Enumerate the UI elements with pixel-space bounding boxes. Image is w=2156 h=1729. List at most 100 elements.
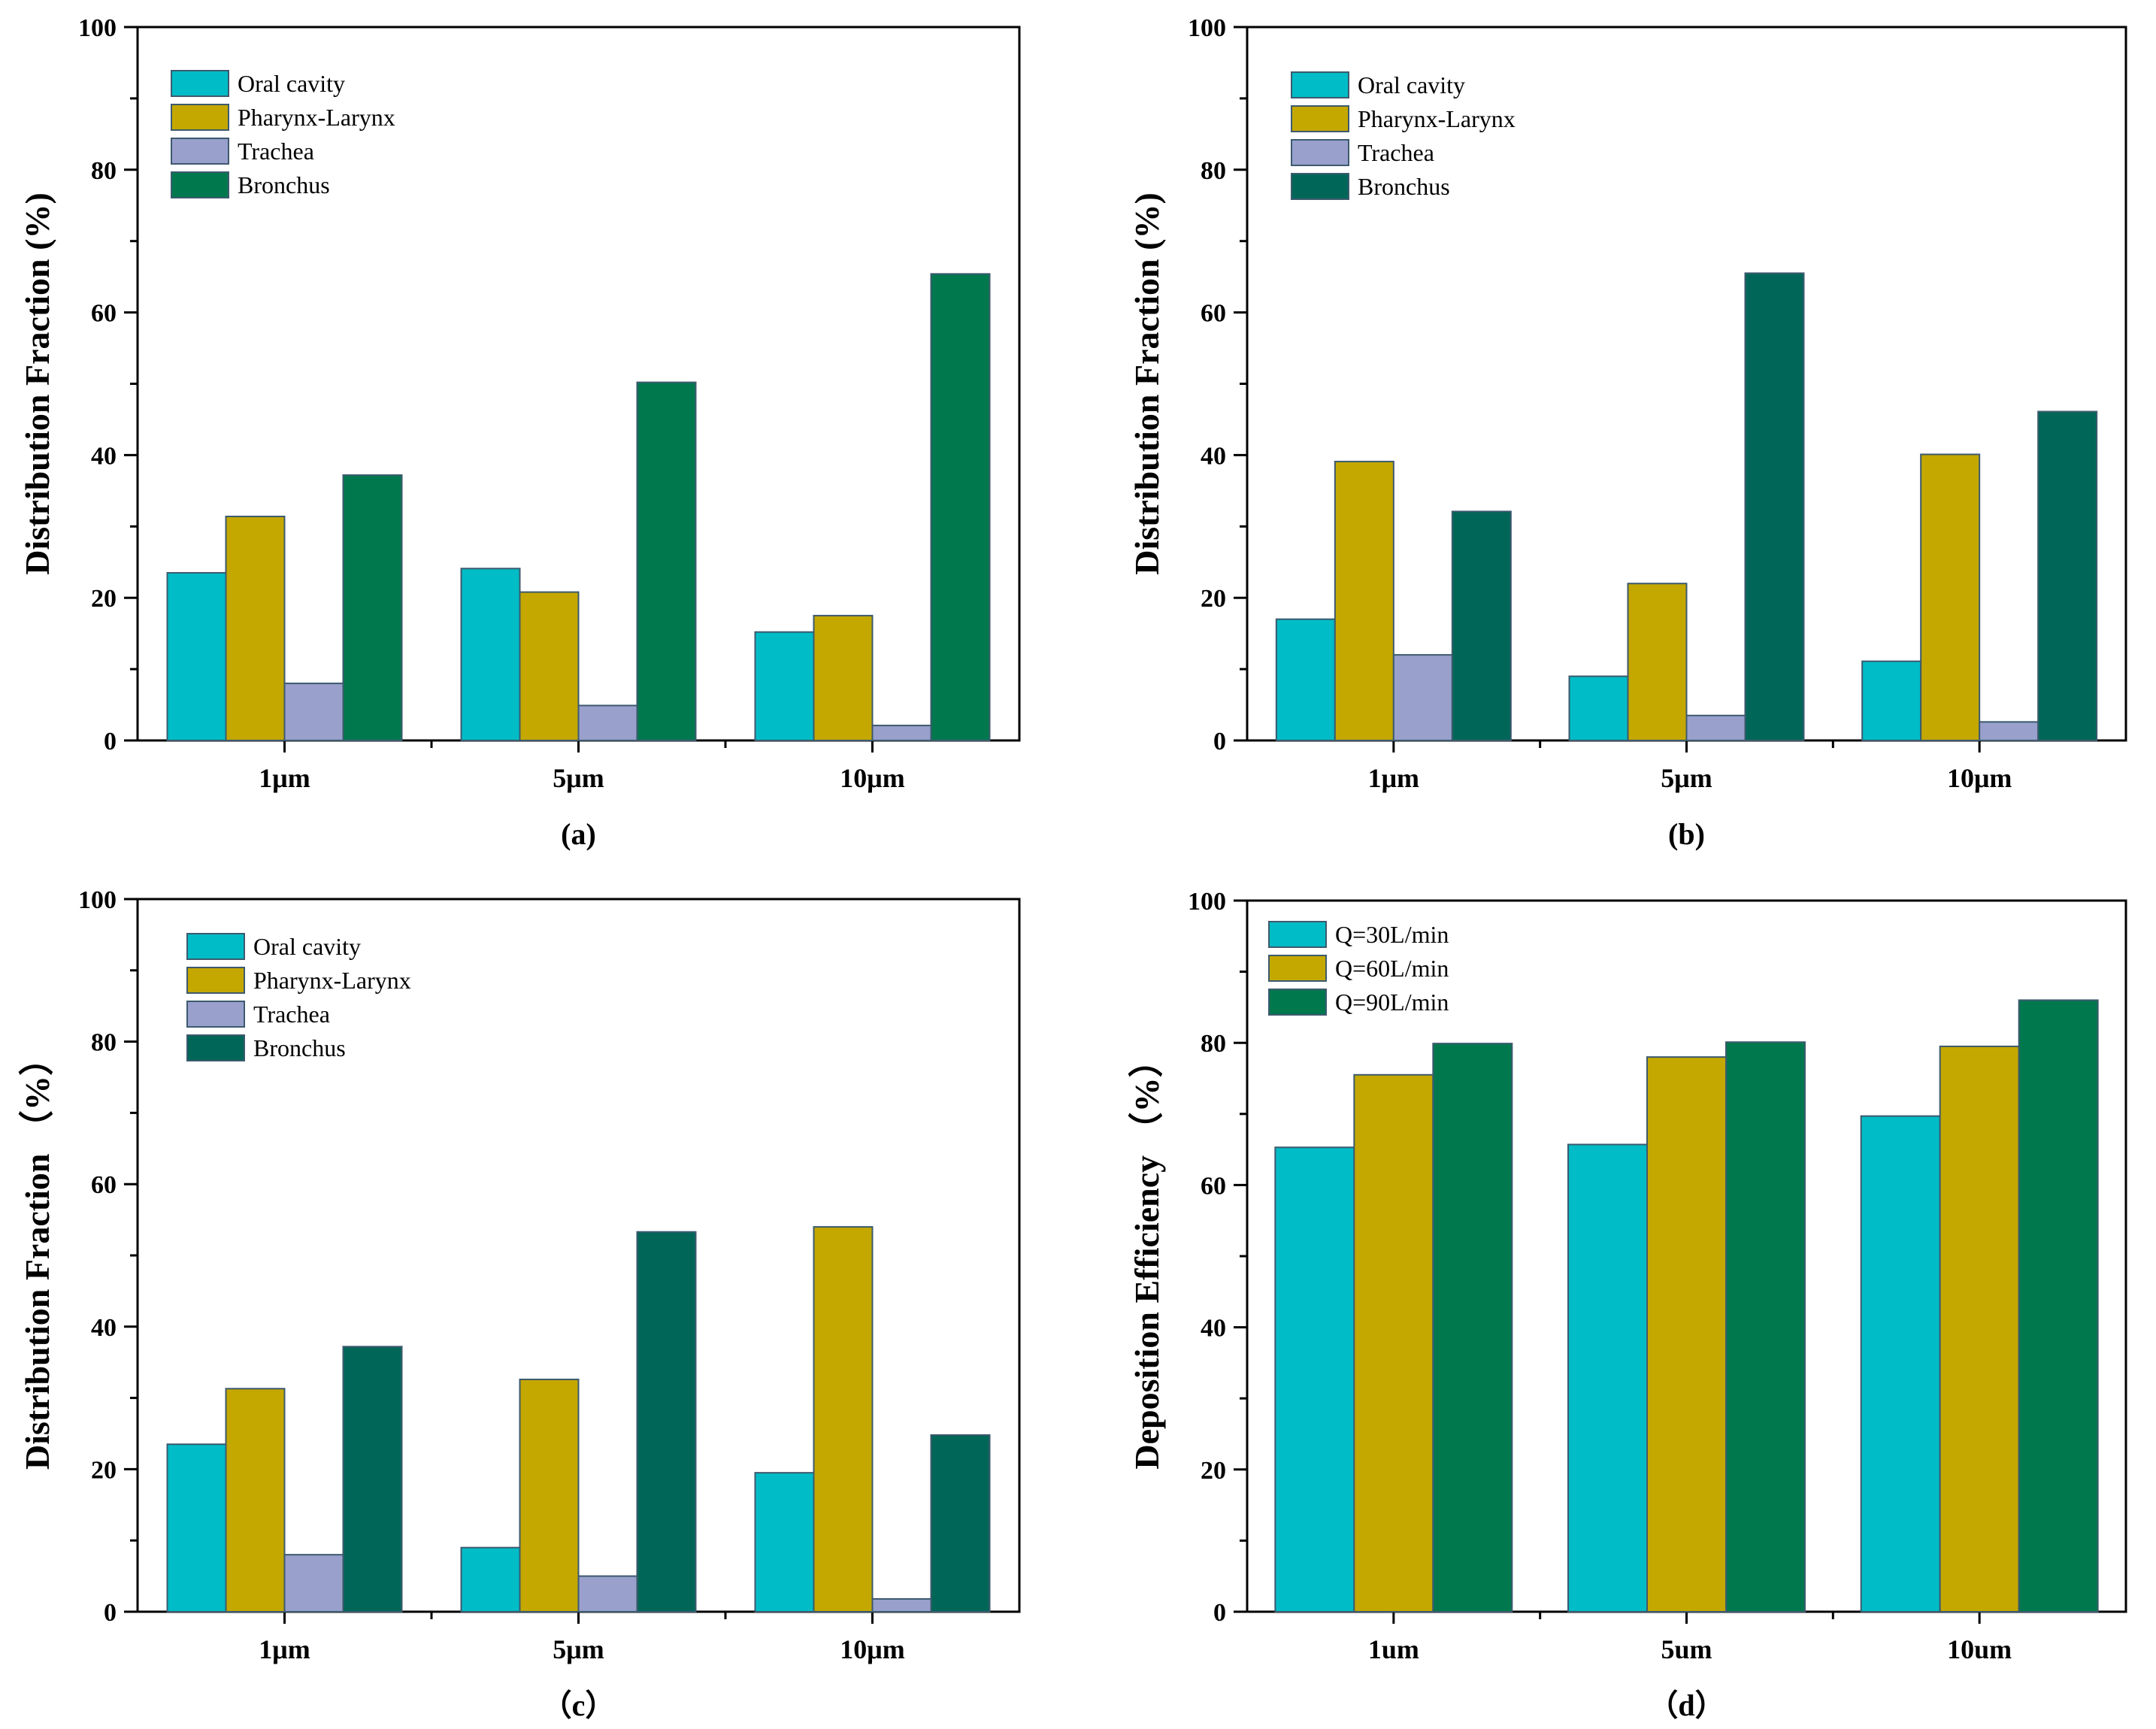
x-tick-label: 5μm [553, 1634, 604, 1664]
bar-q-90l-min-1 [1432, 1043, 1513, 1612]
x-tick-label: 5um [1661, 1634, 1712, 1664]
legend-label: Trachea [253, 1001, 330, 1028]
bar-pharynx-larynx-3 [813, 614, 874, 741]
legend: Oral cavity Pharynx-Larynx Trachea Bronchus [1291, 71, 1516, 200]
legend: Oral cavity Pharynx-Larynx Trachea Bronchus [171, 70, 395, 198]
chart-panel-c: 0 20 40 60 80 100 1μm 5μm 10μm Distribution Fract… [18, 886, 1021, 1722]
legend-swatch [1268, 989, 1327, 1016]
legend-swatch [171, 138, 229, 165]
legend-swatch [171, 104, 229, 131]
bar-trachea-3 [871, 725, 932, 741]
y-tick-label: 100 [1188, 14, 1226, 42]
bar-trachea-3 [871, 1597, 932, 1613]
bar-oral-cavity-3 [754, 631, 815, 742]
x-tick-label: 1um [1368, 1634, 1419, 1664]
legend-label: Pharynx-Larynx [253, 967, 411, 994]
bar-q-30l-min-3 [1860, 1115, 1941, 1612]
legend-swatch [186, 1034, 245, 1061]
legend-swatch [1291, 173, 1349, 200]
bar-oral-cavity-2 [460, 1546, 521, 1612]
legend-swatch [1291, 105, 1349, 132]
bar-bronchus-3 [930, 273, 991, 741]
bar-pharynx-larynx-2 [519, 1378, 580, 1613]
y-tick-label: 100 [78, 14, 117, 42]
bar-oral-cavity-2 [460, 568, 521, 742]
y-tick-label: 0 [1213, 1599, 1226, 1627]
bar-q-60l-min-1 [1353, 1073, 1434, 1612]
bar-oral-cavity-3 [1861, 660, 1922, 742]
x-tick-label: 10μm [840, 763, 904, 793]
legend-swatch [186, 1001, 245, 1028]
y-tick-label: 60 [1201, 1172, 1226, 1200]
bar-trachea-3 [1979, 721, 2039, 741]
legend-swatch [186, 967, 245, 994]
y-tick-label: 20 [91, 585, 117, 613]
bar-bronchus-3 [2037, 410, 2098, 741]
legend-swatch [1268, 955, 1327, 982]
y-axis-title: Distribution Fraction （%） [18, 1041, 56, 1470]
chart-panel-d: 0 20 40 60 80 100 1um 5um 10um Deposition Efficie… [1128, 888, 2127, 1722]
legend-label: Oral cavity [1358, 71, 1465, 98]
bar-pharynx-larynx-1 [1334, 460, 1394, 741]
legend-label: Trachea [1358, 139, 1434, 166]
legend-label: Bronchus [238, 171, 330, 198]
panel-label: （d） [1648, 1688, 1724, 1722]
bar-oral-cavity-1 [1275, 618, 1336, 741]
bar-oral-cavity-1 [166, 571, 227, 741]
bar-q-60l-min-2 [1646, 1056, 1727, 1612]
bar-bronchus-1 [342, 474, 403, 741]
bar-pharynx-larynx-1 [225, 1388, 286, 1612]
bar-trachea-2 [1685, 714, 1746, 741]
legend-swatch [1268, 921, 1327, 948]
bar-trachea-2 [577, 704, 638, 742]
y-tick-label: 40 [1201, 442, 1226, 470]
y-tick-label: 20 [91, 1456, 117, 1484]
y-tick-label: 40 [1201, 1315, 1226, 1343]
legend-swatch [186, 933, 245, 960]
legend-label: Q=90L/min [1335, 989, 1449, 1016]
x-tick-label: 5μm [553, 763, 604, 793]
legend-label: Oral cavity [238, 70, 345, 97]
bar-bronchus-2 [636, 1231, 697, 1612]
bar-pharynx-larynx-3 [1920, 453, 1981, 741]
x-tick-label: 10μm [1947, 763, 2012, 793]
x-tick-label: 1μm [259, 763, 310, 793]
legend-label: Q=30L/min [1335, 921, 1449, 948]
legend-label: Bronchus [253, 1034, 346, 1061]
legend-swatch [1291, 71, 1349, 98]
bar-oral-cavity-2 [1568, 675, 1629, 742]
bar-trachea-1 [1392, 654, 1453, 741]
legend: Oral cavity Pharynx-Larynx Trachea Bronchus [186, 933, 411, 1061]
y-tick-label: 60 [91, 300, 117, 328]
legend-label: Q=60L/min [1335, 955, 1449, 982]
y-tick-label: 0 [1213, 728, 1226, 755]
legend-swatch [171, 171, 229, 198]
bar-q-90l-min-2 [1725, 1041, 1806, 1612]
y-tick-label: 100 [1188, 888, 1226, 916]
y-tick-label: 40 [91, 1314, 117, 1342]
bar-q-30l-min-1 [1274, 1146, 1355, 1612]
bar-bronchus-2 [1744, 272, 1805, 741]
y-tick-label: 80 [1201, 1030, 1226, 1058]
legend-label: Trachea [238, 138, 314, 165]
bar-bronchus-3 [930, 1434, 991, 1612]
y-tick-label: 20 [1201, 1457, 1226, 1485]
y-tick-label: 40 [91, 442, 117, 470]
y-tick-label: 100 [78, 886, 117, 914]
bar-pharynx-larynx-3 [813, 1226, 874, 1612]
y-tick-label: 0 [104, 728, 117, 755]
legend: Q=30L/min Q=60L/min Q=90L/min [1268, 921, 1449, 1016]
panel-label: （c） [542, 1688, 616, 1722]
panel-label: (a) [561, 817, 596, 851]
legend-label: Pharynx-Larynx [238, 104, 395, 131]
y-axis-title: Distribution Fraction (%) [18, 192, 56, 575]
legend-label: Bronchus [1358, 173, 1450, 200]
bar-oral-cavity-3 [754, 1472, 815, 1613]
y-tick-label: 80 [91, 157, 117, 185]
bar-bronchus-2 [636, 381, 697, 741]
legend-label: Pharynx-Larynx [1358, 105, 1516, 132]
x-tick-label: 1μm [259, 1634, 310, 1664]
x-tick-label: 10μm [840, 1634, 904, 1664]
x-tick-label: 10um [1947, 1634, 2012, 1664]
y-tick-label: 60 [91, 1171, 117, 1199]
